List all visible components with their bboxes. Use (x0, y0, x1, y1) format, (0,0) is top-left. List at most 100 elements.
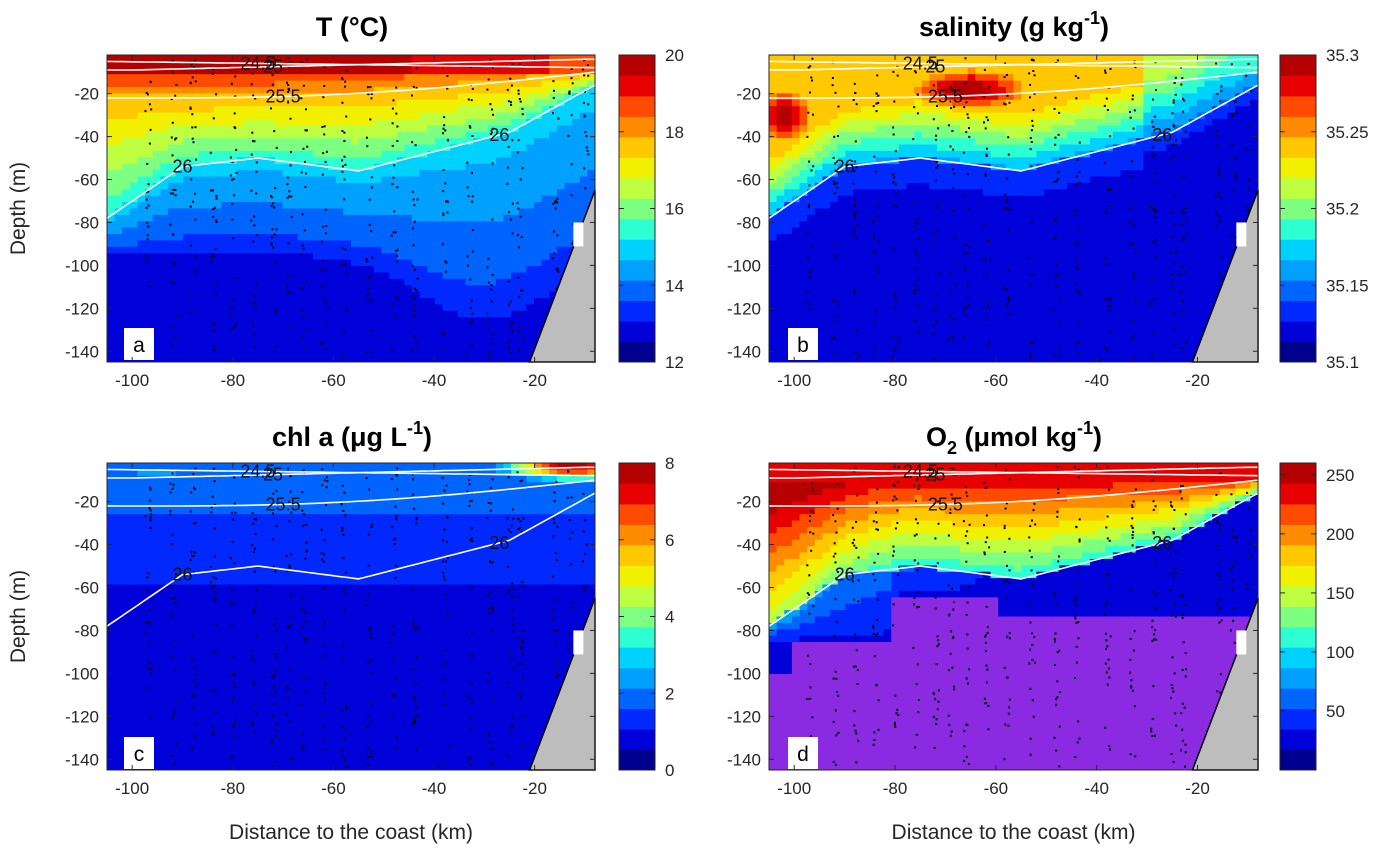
field-cell (138, 228, 146, 235)
field-cell (968, 68, 976, 75)
field-cell (275, 209, 283, 216)
field-cell (929, 279, 937, 286)
field-cell (792, 100, 800, 107)
field-cell (914, 151, 922, 158)
sample-dot (413, 310, 415, 312)
field-cell (473, 151, 481, 158)
sample-dot (251, 132, 253, 134)
field-cell (206, 74, 214, 81)
field-cell (488, 266, 496, 273)
field-cell (382, 202, 390, 209)
field-cell (876, 177, 884, 184)
field-cell (221, 74, 229, 81)
field-cell (565, 221, 573, 228)
field-cell (343, 228, 351, 235)
field-cell (937, 228, 945, 235)
field-cell (321, 228, 329, 235)
field-cell (138, 125, 146, 132)
field-cell (321, 247, 329, 254)
field-cell (450, 74, 458, 81)
sample-dot (301, 287, 303, 289)
field-cell (792, 157, 800, 164)
field-cell (792, 132, 800, 139)
field-cell (435, 132, 443, 139)
field-cell (952, 272, 960, 279)
field-cell (792, 113, 800, 120)
field-cell (450, 266, 458, 273)
field-cell (176, 304, 184, 311)
field-cell (427, 324, 435, 331)
field-cell (267, 266, 275, 273)
field-cell (359, 292, 367, 299)
field-cell (397, 113, 405, 120)
field-cell (792, 311, 800, 318)
sample-dot (304, 229, 306, 231)
field-cell (587, 157, 595, 164)
field-cell (328, 183, 336, 190)
isopycnal-label-25.5: 25.5 (266, 86, 301, 106)
field-cell (777, 279, 785, 286)
field-cell (496, 317, 504, 324)
field-cell (237, 164, 245, 171)
field-cell (929, 151, 937, 158)
field-cell (891, 100, 899, 107)
field-cell (199, 298, 207, 305)
field-cell (899, 132, 907, 139)
field-cell (160, 119, 168, 126)
field-cell (868, 164, 876, 171)
field-cell (374, 260, 382, 267)
sample-dot (255, 192, 257, 194)
field-cell (221, 106, 229, 113)
field-cell (458, 87, 466, 94)
field-cell (504, 215, 512, 222)
field-cell (557, 183, 565, 190)
field-cell (435, 234, 443, 241)
field-cell (130, 125, 138, 132)
field-cell (899, 298, 907, 305)
field-cell (199, 189, 207, 196)
field-cell (587, 183, 595, 190)
field-cell (488, 196, 496, 203)
field-cell (777, 74, 785, 81)
field-cell (450, 106, 458, 113)
field-cell (899, 164, 907, 171)
field-cell (777, 68, 785, 75)
field-cell (519, 247, 527, 254)
field-cell (784, 279, 792, 286)
field-cell (336, 228, 344, 235)
sample-dot (325, 209, 327, 211)
field-cell (145, 266, 153, 273)
field-cell (526, 93, 534, 100)
field-cell (929, 336, 937, 343)
sample-dot (149, 143, 151, 145)
field-cell (343, 106, 351, 113)
field-cell (884, 253, 892, 260)
sample-dot (492, 334, 494, 336)
field-cell (937, 311, 945, 318)
field-cell (107, 74, 115, 81)
field-cell (305, 132, 313, 139)
field-cell (404, 234, 412, 241)
field-cell (298, 177, 306, 184)
field-cell (922, 253, 930, 260)
sample-dot (341, 130, 343, 132)
field-cell (420, 196, 428, 203)
field-cell (792, 298, 800, 305)
field-cell (412, 100, 420, 107)
field-cell (465, 324, 473, 331)
field-cell (290, 253, 298, 260)
field-cell (868, 209, 876, 216)
field-cell (952, 125, 960, 132)
field-cell (404, 68, 412, 75)
field-cell (397, 228, 405, 235)
field-cell (427, 177, 435, 184)
field-cell (435, 247, 443, 254)
field-cell (511, 196, 519, 203)
field-cell (305, 183, 313, 190)
field-cell (922, 292, 930, 299)
sample-dot (171, 327, 173, 329)
field-cell (952, 61, 960, 68)
field-cell (937, 113, 945, 120)
field-cell (191, 285, 199, 292)
field-cell (868, 132, 876, 139)
